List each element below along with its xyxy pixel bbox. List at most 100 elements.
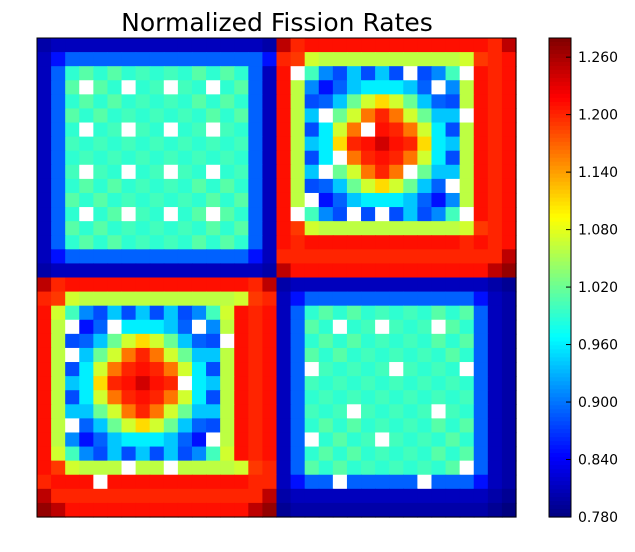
colorbar-segment [549, 433, 571, 438]
heatmap-cell [473, 235, 489, 250]
heatmap-cell [206, 235, 221, 250]
heatmap-cell [276, 221, 292, 236]
colorbar-segment [549, 373, 571, 378]
heatmap-cell [501, 235, 517, 250]
heatmap-cell [473, 319, 489, 335]
colorbar-segment [549, 381, 571, 386]
heatmap-cell [290, 474, 306, 490]
heatmap-cell [37, 178, 52, 194]
heatmap-cell [459, 418, 475, 434]
heatmap-cell [163, 249, 179, 265]
heatmap-cell [403, 122, 418, 138]
heatmap-cell [65, 80, 80, 95]
heatmap-cell [487, 38, 503, 53]
heatmap-cell [206, 38, 221, 53]
heatmap-cell [121, 150, 137, 166]
heatmap-cell [163, 38, 179, 53]
heatmap-cell [361, 66, 376, 81]
heatmap-cell [220, 404, 235, 419]
heatmap-cell [276, 136, 292, 152]
heatmap-cell [445, 502, 461, 518]
heatmap-cell [473, 249, 489, 265]
heatmap-cell [121, 221, 137, 236]
colorbar-segment [549, 505, 571, 510]
heatmap-cell [262, 305, 278, 321]
heatmap-cell [318, 263, 334, 279]
heatmap-cell [262, 207, 278, 222]
heatmap-cell [65, 488, 80, 504]
heatmap-cell [79, 80, 94, 95]
heatmap-cell [107, 221, 123, 236]
heatmap-cell [191, 347, 207, 363]
heatmap-cell [163, 291, 179, 307]
heatmap-cell [361, 38, 376, 53]
colorbar-segment [549, 437, 571, 442]
heatmap-cell [262, 122, 278, 138]
heatmap-cell [445, 122, 461, 138]
heatmap-cell [37, 404, 52, 419]
heatmap-cell [248, 178, 264, 194]
colorbar-segment [549, 81, 571, 87]
heatmap-cell [459, 122, 475, 138]
heatmap-cell [220, 192, 235, 208]
heatmap-cell [417, 376, 433, 391]
colorbar-segment [549, 261, 571, 267]
heatmap-cell [346, 221, 362, 236]
heatmap-cell [121, 488, 137, 504]
heatmap-cell [248, 446, 264, 462]
heatmap-cell [459, 305, 475, 321]
colorbar-segment [549, 369, 571, 374]
heatmap-cell [149, 94, 165, 110]
heatmap-cell [431, 207, 447, 222]
heatmap-cell [445, 249, 461, 265]
heatmap-cell [487, 192, 503, 208]
heatmap-cell [191, 66, 207, 81]
heatmap-cell [459, 192, 475, 208]
heatmap-cell [248, 221, 264, 236]
heatmap-cell [375, 474, 390, 490]
heatmap-cell [93, 249, 109, 265]
heatmap-cell [107, 52, 123, 67]
heatmap-cell [473, 418, 489, 434]
heatmap-cell [276, 122, 292, 138]
heatmap-cell [248, 108, 264, 124]
heatmap-cell [501, 432, 517, 448]
heatmap-cell [290, 291, 306, 307]
heatmap-cell [417, 418, 433, 434]
heatmap-cell [403, 404, 418, 419]
heatmap-cell [262, 319, 278, 335]
heatmap-cell [346, 347, 362, 363]
heatmap-cell [346, 192, 362, 208]
heatmap-cell [191, 136, 207, 152]
heatmap-cell [276, 178, 292, 194]
heatmap-cell [332, 192, 348, 208]
colorbar-segment [549, 489, 571, 494]
heatmap-cell [318, 502, 334, 518]
colorbar-segment [549, 341, 571, 346]
colorbar-segment [549, 289, 571, 295]
heatmap-cell [332, 263, 348, 279]
heatmap-cell [149, 404, 165, 419]
heatmap-cell [177, 94, 193, 110]
heatmap-cell [262, 333, 278, 349]
heatmap-cell [206, 192, 221, 208]
heatmap-cell [290, 362, 306, 377]
heatmap-cell [417, 404, 433, 419]
heatmap-cell [375, 502, 390, 518]
heatmap-cell [431, 108, 447, 124]
heatmap-cell [431, 66, 447, 81]
heatmap-cell [234, 333, 249, 349]
heatmap-cell [431, 52, 447, 67]
heatmap-cell [332, 66, 348, 81]
heatmap-cell [107, 362, 123, 377]
heatmap-cell [51, 291, 66, 307]
heatmap-cell [304, 347, 320, 363]
heatmap-cell [304, 94, 320, 110]
heatmap-cell [93, 178, 109, 194]
heatmap-cell [234, 150, 249, 166]
heatmap-cell [262, 178, 278, 194]
colorbar-segment [549, 457, 571, 462]
colorbar-segment [549, 173, 571, 179]
heatmap-cell [290, 488, 306, 504]
heatmap-cell [248, 291, 264, 307]
